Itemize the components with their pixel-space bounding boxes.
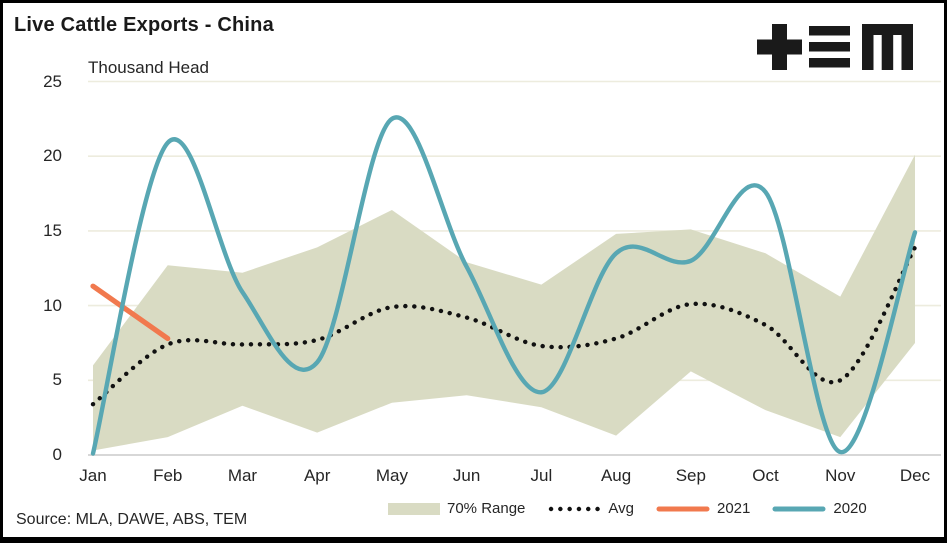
x-tick-label: Aug [600, 466, 632, 485]
legend-item-avg: Avg [547, 500, 634, 517]
source-attribution: Source: MLA, DAWE, ABS, TEM [16, 511, 248, 528]
y-tick-label: 0 [52, 445, 62, 464]
y-tick-label: 20 [43, 146, 62, 166]
line-2021-icon [656, 506, 710, 511]
legend-label-range: 70% Range [447, 500, 526, 517]
chart-legend: 70% Range Avg 2021 2020 [388, 500, 867, 517]
range-band-area [93, 154, 915, 451]
y-tick-label: 5 [52, 370, 62, 390]
x-tick-label: Jul [530, 466, 553, 485]
avg-line [90, 245, 918, 407]
x-tick-label: Feb [153, 466, 183, 485]
x-tick-label: Dec [899, 466, 931, 485]
x-tick-label: Jan [79, 466, 107, 485]
line-2020-icon [772, 506, 826, 511]
x-tick-label: Oct [752, 466, 779, 485]
y-axis-unit-label: Thousand Head [88, 58, 209, 77]
tem-logo-icon [757, 24, 913, 70]
y-tick-label: 15 [43, 220, 62, 240]
x-tick-label: Jun [452, 466, 481, 485]
line-2020 [90, 115, 918, 456]
y-tick-label: 25 [43, 71, 62, 91]
x-tick-label: Mar [227, 466, 258, 485]
legend-item-2021: 2021 [656, 500, 750, 517]
chart-title: Live Cattle Exports - China [14, 14, 274, 36]
x-tick-label: Apr [303, 466, 331, 485]
x-tick-label: Nov [825, 466, 856, 485]
x-tick-label: May [375, 466, 408, 485]
legend-item-2020: 2020 [772, 500, 867, 517]
legend-label-2021: 2021 [716, 500, 751, 517]
legend-item-range: 70% Range [388, 500, 525, 517]
legend-label-2020: 2020 [833, 500, 867, 517]
avg-dotted-icon [549, 506, 602, 511]
y-tick-label: 10 [43, 295, 62, 315]
line-2021 [90, 283, 171, 342]
range-swatch-icon [388, 502, 440, 515]
legend-label-avg: Avg [608, 500, 634, 517]
x-tick-label: Sep [675, 466, 706, 485]
